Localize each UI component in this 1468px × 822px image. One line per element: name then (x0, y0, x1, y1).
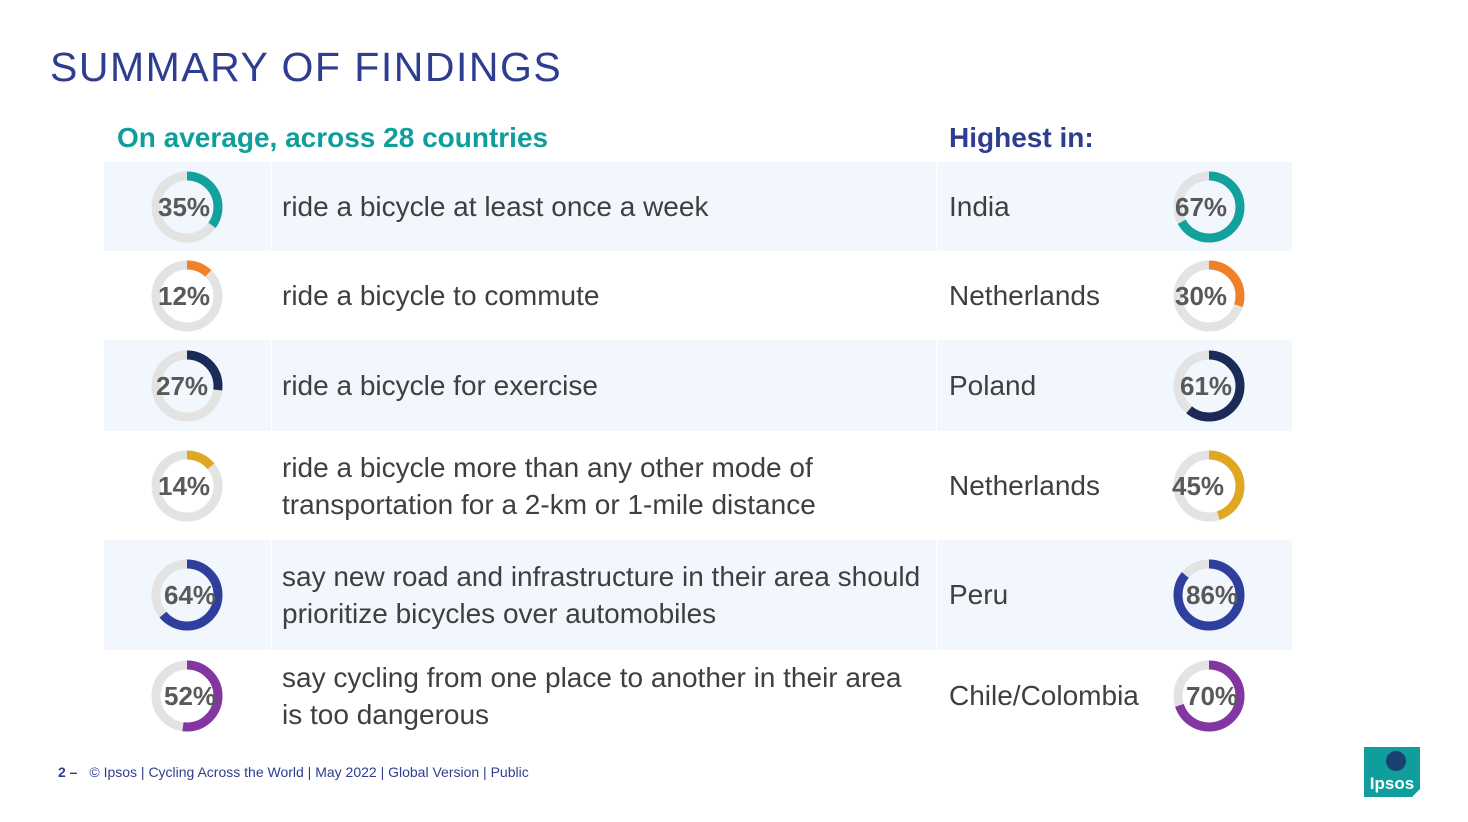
highest-country-text: Poland (949, 369, 1037, 401)
highest-donut: 67% (1173, 171, 1245, 243)
highest-country-text: Netherlands (949, 279, 1100, 311)
finding-statement-text: say new road and infrastructure in their… (282, 561, 921, 629)
highest-donut: 30% (1173, 260, 1245, 332)
finding-statement-text: ride a bicycle for exercise (282, 370, 598, 401)
column-divider (271, 162, 272, 251)
average-donut-arc (151, 171, 223, 242)
footer-text: © Ipsos | Cycling Across the World | May… (89, 764, 529, 780)
page-number: 2 – (58, 764, 78, 780)
footer: 2 – © Ipsos | Cycling Across the World |… (58, 764, 529, 780)
highest-donut-label: 70% (1186, 681, 1239, 711)
highest-country-text: Chile/Colombia (949, 680, 1139, 711)
highest-donut-label: 45% (1172, 470, 1225, 501)
average-donut: 35% (151, 171, 223, 243)
highest-country: Chile/Colombia (949, 650, 1139, 742)
average-donut: 14% (151, 450, 223, 522)
highest-country: Poland (949, 340, 1036, 431)
average-donut-arc (151, 350, 223, 421)
average-donut-arc (151, 260, 223, 331)
highest-donut-arc (1173, 660, 1245, 732)
column-divider (936, 340, 937, 431)
highest-country: Peru (949, 540, 1008, 650)
column-divider (936, 540, 937, 650)
average-donut: 52% (151, 660, 223, 732)
average-donut-label: 52% (164, 681, 217, 711)
highest-donut-arc (1173, 260, 1245, 331)
column-divider (271, 540, 272, 650)
highest-country: Netherlands (949, 251, 1100, 340)
finding-statement-text: ride a bicycle to commute (282, 280, 600, 311)
highest-donut-label: 86% (1186, 580, 1239, 610)
highest-donut-arc (1173, 450, 1245, 521)
finding-row: 12% ride a bicycle to commute Netherlands 3… (104, 251, 1292, 340)
average-donut-arc (151, 559, 223, 631)
finding-statement-text: ride a bicycle at least once a week (282, 191, 709, 222)
highest-country-text: India (949, 190, 1010, 222)
highest-donut: 86% (1173, 559, 1245, 631)
average-donut: 12% (151, 260, 223, 332)
finding-statement: say cycling from one place to another in… (282, 650, 922, 742)
highest-donut: 61% (1173, 350, 1245, 422)
average-donut-label: 35% (158, 191, 211, 222)
highest-donut: 45% (1172, 450, 1245, 522)
finding-statement-text: say cycling from one place to another in… (282, 662, 902, 730)
svg-text:Ipsos: Ipsos (1370, 774, 1414, 793)
highest-donut-arc (1173, 350, 1245, 421)
finding-statement-text: ride a bicycle more than any other mode … (282, 451, 816, 520)
average-donut: 64% (151, 559, 223, 631)
average-donut-arc (151, 450, 223, 521)
page-title: SUMMARY OF FINDINGS (50, 44, 563, 90)
highest-donut-label: 30% (1175, 280, 1228, 311)
finding-statement: say new road and infrastructure in their… (282, 540, 922, 650)
average-donut-label: 27% (156, 370, 209, 401)
average-donut-label: 12% (158, 280, 211, 311)
highest-country-text: Peru (949, 579, 1009, 610)
highest-donut-arc (1173, 171, 1245, 242)
highest-donut-arc (1173, 559, 1245, 631)
finding-row: 35% ride a bicycle at least once a week In… (104, 162, 1292, 251)
finding-row: 27% ride a bicycle for exercise Poland 61% (104, 340, 1292, 431)
highest-country: India (949, 162, 1010, 251)
average-donut-label: 64% (164, 580, 217, 610)
ipsos-logo: Ipsos (1362, 745, 1422, 799)
finding-statement: ride a bicycle for exercise (282, 340, 922, 431)
highest-country: Netherlands (949, 431, 1100, 540)
column-divider (271, 340, 272, 431)
average-donut-label: 14% (158, 470, 211, 501)
finding-statement: ride a bicycle at least once a week (282, 162, 922, 251)
highest-country-text: Netherlands (949, 469, 1100, 501)
column-divider (936, 162, 937, 251)
highest-donut: 70% (1173, 660, 1245, 732)
highest-donut-label: 67% (1175, 191, 1228, 222)
finding-row: 52% say cycling from one place to another… (104, 650, 1292, 742)
average-heading: On average, across 28 countries (117, 122, 549, 153)
finding-row: 64% say new road and infrastructure in th… (104, 540, 1292, 650)
highest-heading: Highest in: (949, 122, 1094, 153)
finding-row: 14% ride a bicycle more than any other mo… (104, 431, 1292, 540)
finding-statement: ride a bicycle more than any other mode … (282, 431, 922, 540)
highest-donut-label: 61% (1180, 370, 1233, 401)
finding-statement: ride a bicycle to commute (282, 251, 922, 340)
average-donut-arc (151, 660, 223, 732)
average-donut: 27% (151, 350, 223, 422)
